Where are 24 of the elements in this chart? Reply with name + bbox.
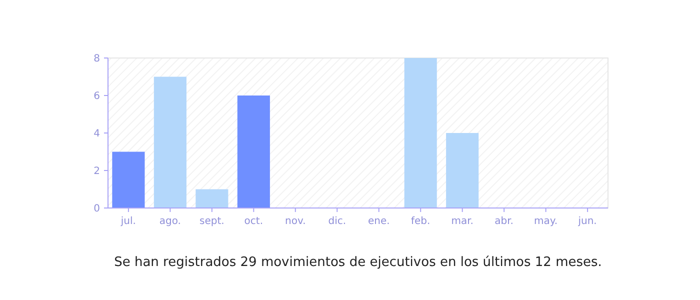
x-tick-label: oct.	[244, 216, 264, 227]
text: Se han registrados 29 movimientos de ejecutivos en los últimos 12 meses.	[114, 255, 602, 270]
x-tick-label: jul.	[120, 216, 136, 227]
y-tick-label: 0	[94, 204, 100, 214]
y-tick-label: 2	[94, 166, 100, 177]
y-tick-label: 4	[94, 128, 100, 140]
x-tick-label: feb.	[411, 216, 430, 227]
x-tick-label: sept.	[200, 216, 224, 227]
bar	[112, 152, 145, 208]
x-tick-label: mar.	[451, 216, 474, 227]
bar	[446, 133, 479, 208]
x-tick-label: ago.	[159, 216, 181, 227]
bar	[154, 76, 186, 208]
bar	[237, 96, 270, 208]
bar	[196, 189, 228, 208]
x-tick-label: nov.	[285, 216, 306, 227]
x-tick-label: jun.	[577, 216, 597, 227]
x-tick-label: abr.	[494, 216, 514, 227]
x-tick-label: dic.	[328, 216, 346, 227]
x-tick-label: may.	[534, 216, 558, 227]
y-tick-label: 8	[94, 54, 100, 64]
x-tick-label: ene.	[368, 216, 390, 227]
bar	[404, 58, 437, 208]
y-tick-label: 6	[94, 91, 100, 102]
